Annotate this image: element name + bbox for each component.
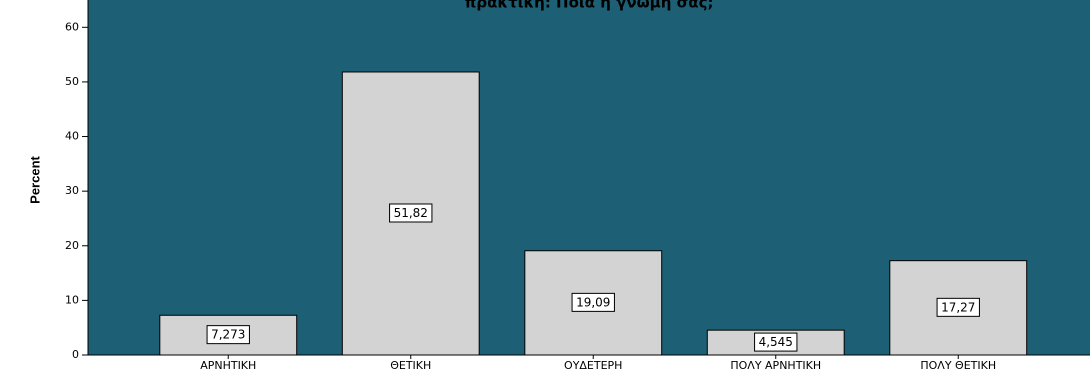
value-label: 51,82: [394, 206, 428, 220]
y-axis-label: Percent: [27, 155, 42, 203]
x-tick-label: ΠΟΛΥ ΘΕΤΙΚΗ: [920, 359, 996, 372]
y-tick-label: 20: [65, 239, 79, 252]
value-label-box: [754, 332, 798, 352]
y-tick-label: 50: [65, 75, 79, 88]
x-tick-label: ΠΟΛΥ ΑΡΝΗΤΙΚΗ: [730, 359, 821, 372]
x-tick-label: ΟΥΔΕΤΕΡΗ: [564, 359, 622, 372]
x-tick-label: ΑΡΝΗΤΙΚΗ: [200, 359, 256, 372]
value-label-box: [571, 292, 615, 312]
value-label-box: [389, 203, 433, 223]
value-label-box: [936, 297, 980, 317]
value-label: 19,09: [576, 295, 610, 309]
value-label: 17,27: [941, 300, 975, 314]
chart-title: πρακτική: Ποια η γνώμη σας;: [465, 0, 714, 12]
value-label-box: [206, 325, 250, 345]
value-label: 4,545: [759, 335, 793, 349]
y-tick-label: 10: [65, 293, 79, 306]
y-tick-label: 30: [65, 184, 79, 197]
value-label: 7,273: [211, 328, 245, 342]
y-tick-label: 0: [72, 348, 79, 361]
x-tick-label: ΘΕΤΙΚΗ: [390, 359, 431, 372]
y-tick-label: 60: [65, 20, 79, 33]
y-tick-label: 40: [65, 130, 79, 143]
